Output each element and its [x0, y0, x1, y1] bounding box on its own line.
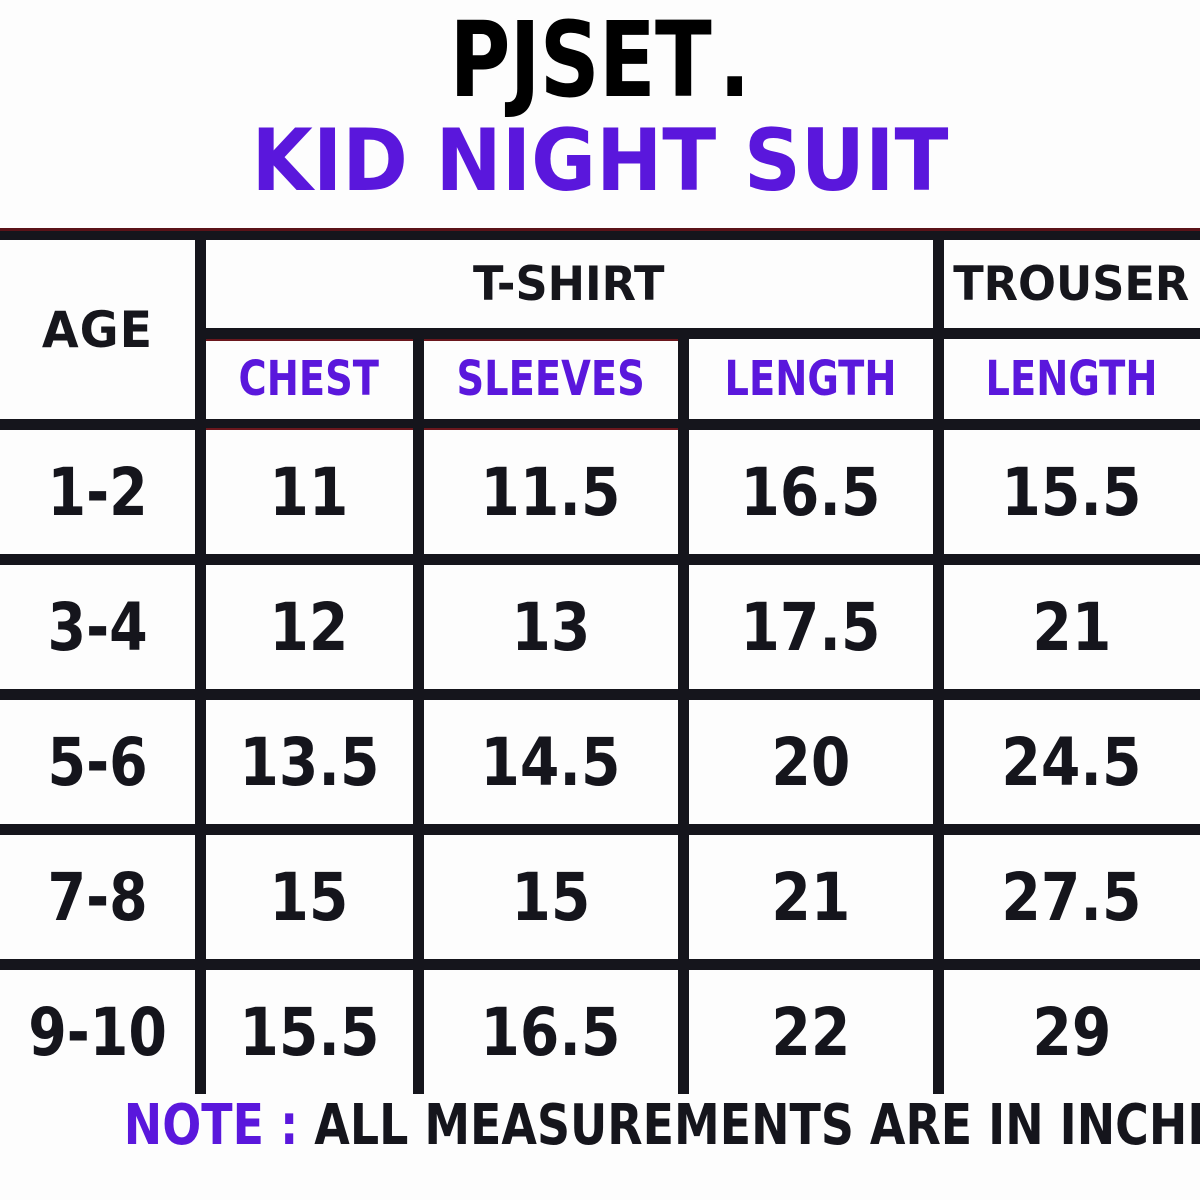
- sub-header-row: CHEST SLEEVES LENGTH LENGTH: [0, 333, 1200, 430]
- cell-trouser-length-value: 29: [1032, 993, 1112, 1071]
- title-block: PJSET. KID NIGHT SUIT: [0, 0, 1200, 228]
- sleeves-header-label: SLEEVES: [456, 351, 645, 407]
- cell-tshirt-length-value: 21: [770, 858, 850, 936]
- cell-age: 3-4: [0, 559, 206, 700]
- cell-trouser-length-value: 21: [1032, 588, 1112, 666]
- group-header-trouser: TROUSER: [938, 240, 1200, 339]
- cell-chest: 15.5: [200, 964, 424, 1094]
- cell-trouser-length: 24.5: [938, 694, 1200, 835]
- cell-tshirt-length-value: 17.5: [740, 588, 881, 666]
- trouser-length-header-label: LENGTH: [985, 351, 1158, 407]
- column-header-trouser-length: LENGTH: [938, 333, 1200, 430]
- cell-chest: 15: [200, 829, 424, 970]
- table-row: 1-2 11 11.5 16.5 15.5: [0, 424, 1200, 565]
- cell-chest-value: 15.5: [238, 993, 380, 1071]
- cell-tshirt-length-value: 22: [770, 993, 850, 1071]
- cell-chest-value: 13.5: [238, 723, 380, 801]
- cell-trouser-length: 15.5: [938, 424, 1200, 565]
- tshirt-length-header-label: LENGTH: [724, 351, 897, 407]
- cell-chest: 13.5: [200, 694, 424, 835]
- table-body: 1-2 11 11.5 16.5 15.5 3-4 12 13 17.5 21 …: [0, 424, 1200, 1094]
- cell-age: 5-6: [0, 694, 206, 835]
- column-header-sleeves: SLEEVES: [418, 333, 689, 430]
- cell-sleeves: 15: [418, 829, 689, 970]
- cell-sleeves-value: 15: [510, 858, 590, 936]
- cell-tshirt-length: 16.5: [683, 424, 944, 565]
- note-label: NOTE :: [123, 1093, 315, 1158]
- group-header-row: AGE T-SHIRT TROUSER: [0, 240, 1200, 430]
- cell-tshirt-length-value: 20: [770, 723, 850, 801]
- column-header-chest: CHEST: [200, 333, 424, 430]
- cell-trouser-length: 29: [938, 964, 1200, 1094]
- column-header-tshirt-length: LENGTH: [683, 333, 944, 430]
- cell-age-value: 3-4: [47, 588, 148, 666]
- cell-sleeves-value: 13: [510, 588, 590, 666]
- group-header-tshirt: T-SHIRT: [200, 240, 944, 339]
- table-head: AGE T-SHIRT TROUSER CHEST SLEEVES LENGTH…: [0, 240, 1200, 430]
- cell-chest: 11: [200, 424, 424, 565]
- cell-trouser-length: 27.5: [938, 829, 1200, 970]
- cell-age-value: 1-2: [47, 453, 148, 531]
- table-row: 7-8 15 15 21 27.5: [0, 829, 1200, 970]
- cell-age: 1-2: [0, 424, 206, 565]
- cell-sleeves: 11.5: [418, 424, 689, 565]
- cell-age-value: 7-8: [47, 858, 148, 936]
- cell-trouser-length-value: 15.5: [1001, 453, 1142, 531]
- age-header-label: AGE: [41, 300, 153, 359]
- brand-dot: .: [718, 0, 751, 121]
- cell-tshirt-length: 22: [683, 964, 944, 1094]
- size-chart-table-wrap: AGE T-SHIRT TROUSER CHEST SLEEVES LENGTH…: [0, 228, 1200, 1094]
- table-row: 9-10 15.5 16.5 22 29: [0, 964, 1200, 1094]
- cell-chest-value: 15: [269, 858, 349, 936]
- cell-chest-value: 11: [269, 453, 349, 531]
- cell-sleeves: 13: [418, 559, 689, 700]
- cell-sleeves: 14.5: [418, 694, 689, 835]
- cell-age: 7-8: [0, 829, 206, 970]
- page-subtitle: KID NIGHT SUIT: [251, 111, 949, 211]
- cell-age-value: 5-6: [47, 723, 148, 801]
- cell-age: 9-10: [0, 964, 206, 1094]
- chest-header-label: CHEST: [238, 351, 380, 407]
- note-text: ALL MEASUREMENTS ARE IN INCHES: [314, 1093, 1200, 1158]
- brand-name: PJSET: [449, 0, 711, 121]
- table-row: 5-6 13.5 14.5 20 24.5: [0, 694, 1200, 835]
- cell-sleeves-value: 14.5: [480, 723, 621, 801]
- cell-trouser-length-value: 24.5: [1001, 723, 1142, 801]
- brand-title: PJSET.: [120, 8, 1080, 112]
- cell-tshirt-length: 20: [683, 694, 944, 835]
- note-inner: NOTE : ALL MEASUREMENTS ARE IN INCHES: [124, 1096, 1200, 1156]
- cell-sleeves-value: 16.5: [480, 993, 621, 1071]
- cell-sleeves-value: 11.5: [480, 453, 621, 531]
- cell-trouser-length-value: 27.5: [1001, 858, 1142, 936]
- note-line: NOTE : ALL MEASUREMENTS ARE IN INCHES: [0, 1096, 1200, 1156]
- tshirt-header-label: T-SHIRT: [473, 256, 665, 312]
- cell-chest-value: 12: [269, 588, 349, 666]
- cell-tshirt-length: 17.5: [683, 559, 944, 700]
- cell-age-value: 9-10: [27, 993, 167, 1071]
- cell-tshirt-length: 21: [683, 829, 944, 970]
- cell-sleeves: 16.5: [418, 964, 689, 1094]
- size-chart-table: AGE T-SHIRT TROUSER CHEST SLEEVES LENGTH…: [0, 240, 1200, 1094]
- cell-chest: 12: [200, 559, 424, 700]
- trouser-header-label: TROUSER: [953, 256, 1190, 312]
- table-row: 3-4 12 13 17.5 21: [0, 559, 1200, 700]
- column-header-age: AGE: [0, 240, 206, 430]
- cell-tshirt-length-value: 16.5: [740, 453, 881, 531]
- cell-trouser-length: 21: [938, 559, 1200, 700]
